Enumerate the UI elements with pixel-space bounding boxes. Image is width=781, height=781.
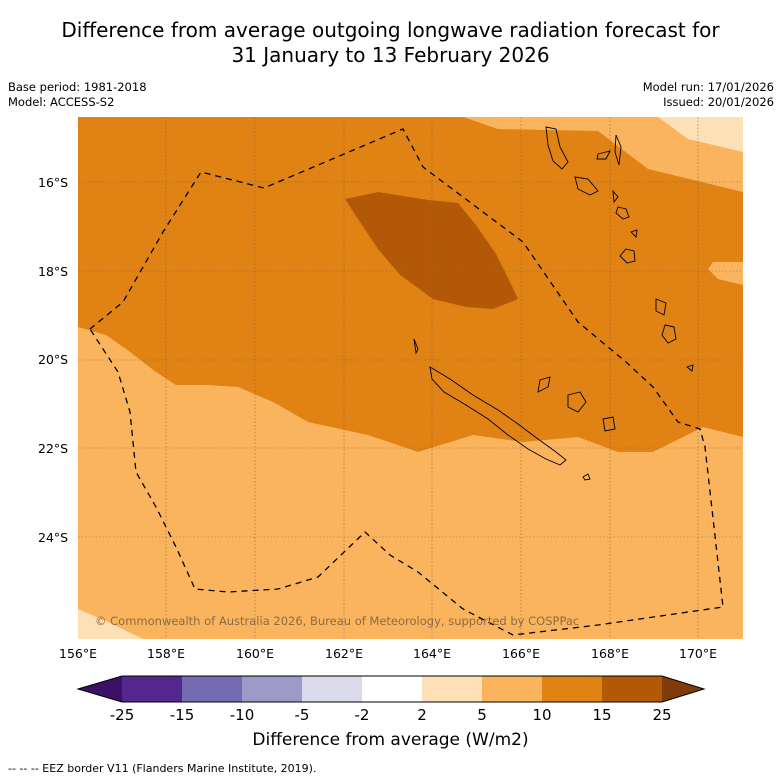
- title-line-2: 31 January to 13 February 2026: [231, 43, 550, 67]
- colorbar-tick: 15: [592, 706, 612, 724]
- band-2-5-bottom-left: [78, 609, 143, 639]
- colorbar-tick: 25: [652, 706, 672, 724]
- vanuatu-islands: [545, 126, 694, 372]
- colorbar-segment: [482, 676, 542, 702]
- colorbar-segment: [602, 676, 662, 702]
- lat-label: 20°S: [38, 352, 69, 367]
- mare-island: [602, 416, 616, 432]
- colorbar-tick: 2: [417, 706, 427, 724]
- belep-islands: [413, 338, 419, 355]
- lon-label: 158°E: [146, 646, 186, 661]
- lon-label: 168°E: [590, 646, 630, 661]
- colorbar-tick: -25: [109, 706, 135, 724]
- colorbar-segment: [182, 676, 242, 702]
- meta-right: Model run: 17/01/2026 Issued: 20/01/2026: [643, 80, 774, 110]
- lon-label: 166°E: [501, 646, 541, 661]
- lat-label: 24°S: [38, 530, 69, 545]
- colorbar-segment: [542, 676, 602, 702]
- model-run: Model run: 17/01/2026: [642, 80, 774, 94]
- ouvea-island: [537, 376, 551, 393]
- isle-of-pines: [582, 473, 591, 481]
- meta-left: Base period: 1981-2018 Model: ACCESS-S2: [8, 80, 147, 110]
- colorbar-tick: 10: [532, 706, 552, 724]
- base-period: Base period: 1981-2018: [8, 80, 147, 94]
- eez-legend: -- -- -- EEZ border V11 (Flanders Marine…: [8, 762, 317, 775]
- colorbar-segment: [242, 676, 302, 702]
- map-svg: [78, 117, 743, 639]
- band-15-25: [345, 192, 518, 309]
- lat-label: 16°S: [38, 175, 69, 190]
- lon-label: 170°E: [678, 646, 718, 661]
- map-panel[interactable]: [78, 117, 743, 639]
- map-title: Difference from average outgoing longwav…: [0, 18, 781, 68]
- model-name: Model: ACCESS-S2: [8, 95, 115, 109]
- colorbar-tick: -15: [169, 706, 195, 724]
- lifou-island: [567, 391, 587, 413]
- colorbar-tick: -10: [229, 706, 255, 724]
- colorbar-segment: [362, 676, 422, 702]
- colorbar-segment: [302, 676, 362, 702]
- colorbar-segment: [122, 676, 182, 702]
- new-caledonia-island: [429, 366, 567, 466]
- graticule: [78, 117, 743, 639]
- colorbar: [76, 675, 706, 703]
- title-line-1: Difference from average outgoing longwav…: [61, 18, 720, 42]
- lat-label: 22°S: [38, 441, 69, 456]
- lon-label: 160°E: [235, 646, 275, 661]
- colorbar-tick: -5: [294, 706, 310, 724]
- colorbar-extend-high: [662, 676, 704, 702]
- colorbar-label: Difference from average (W/m2): [252, 730, 529, 750]
- band-10-15: [78, 117, 743, 452]
- copyright-notice: © Commonwealth of Australia 2026, Bureau…: [95, 614, 580, 628]
- lat-label: 18°S: [38, 264, 69, 279]
- lon-label: 164°E: [412, 646, 452, 661]
- colorbar-segment: [422, 676, 482, 702]
- eez-border: [89, 128, 724, 636]
- band-2-5-top-right: [658, 117, 743, 152]
- colorbar-tick: -2: [354, 706, 370, 724]
- lon-label: 162°E: [324, 646, 364, 661]
- colorbar-tick: 5: [477, 706, 487, 724]
- lon-label: 156°E: [58, 646, 98, 661]
- colorbar-extend-low: [78, 676, 122, 702]
- issued-date: Issued: 20/01/2026: [663, 95, 774, 109]
